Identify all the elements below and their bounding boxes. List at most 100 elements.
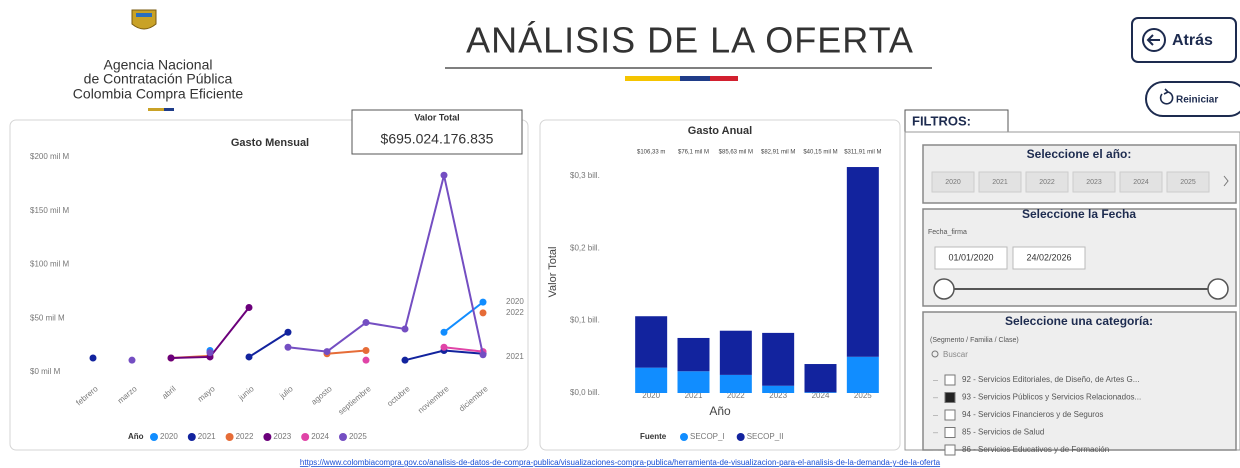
total-label: $40,15 mil M [803, 150, 837, 156]
year-option[interactable]: 2021 [992, 179, 1008, 186]
category-item[interactable]: 94 - Servicios Financieros y de Seguros [962, 410, 1103, 419]
category-item[interactable]: 86 - Servicios Educativos y de Formación [962, 445, 1109, 454]
x-axis-title: Año [709, 404, 731, 418]
data-point [362, 356, 370, 364]
x-tick-label: 2022 [727, 391, 745, 400]
data-point [440, 328, 448, 336]
checkbox[interactable] [944, 392, 956, 403]
data-point [323, 348, 331, 356]
year-button[interactable] [1025, 171, 1069, 193]
data-point [89, 354, 97, 362]
legend-marker [150, 433, 158, 441]
bar-segment [804, 392, 837, 393]
legend-label: 2022 [236, 432, 254, 441]
total-label: $76,1 mil M [678, 150, 709, 156]
category-item[interactable]: 85 - Servicios de Salud [962, 428, 1044, 437]
footer-link[interactable]: https://www.colombiacompra.gov.co/analis… [300, 458, 941, 467]
x-tick-label: 2025 [854, 391, 872, 400]
year-button[interactable] [931, 171, 975, 193]
bar-segment [762, 332, 795, 386]
expand-icon: – [933, 374, 938, 384]
line-panel [9, 119, 529, 451]
slider-handle[interactable] [933, 278, 955, 300]
date-start[interactable]: 01/01/2020 [948, 252, 993, 262]
data-point [362, 319, 370, 327]
y-tick-label: $200 mil M [30, 152, 69, 161]
series-line [443, 301, 484, 334]
legend-label: 2021 [198, 432, 216, 441]
filter-hint: (Segmento / Familia / Clase) [930, 337, 1019, 344]
date-input[interactable] [934, 246, 1008, 270]
filter-title: Seleccione la Fecha [1022, 207, 1136, 221]
legend-marker [263, 433, 272, 441]
year-button[interactable] [1166, 171, 1210, 193]
checkbox[interactable] [944, 444, 956, 456]
total-label: $82,91 mil M [761, 150, 795, 156]
bar-panel [539, 119, 901, 451]
legend-label: SECOP_II [747, 432, 784, 441]
legend-marker [225, 433, 234, 441]
flag-stripe [710, 76, 738, 81]
data-point [284, 343, 292, 351]
button-label[interactable]: Reiniciar [1176, 95, 1218, 106]
chart-title: Gasto Mensual [231, 137, 309, 149]
legend-title: Fuente [640, 432, 667, 441]
expand-icon: – [933, 409, 938, 419]
checkbox[interactable] [944, 427, 956, 438]
slider-handle[interactable] [1207, 278, 1229, 300]
bar-segment [635, 316, 668, 368]
data-point [479, 309, 487, 317]
y-tick-label: $0,2 bill. [570, 243, 600, 252]
expand-icon: – [933, 392, 938, 402]
category-filter [922, 311, 1237, 451]
legend-marker [736, 433, 745, 441]
year-option[interactable]: 2025 [1180, 179, 1196, 186]
search-box[interactable]: Buscar [943, 350, 968, 359]
data-point [479, 298, 487, 306]
kpi-card [351, 109, 523, 155]
year-option[interactable]: 2022 [1039, 179, 1055, 186]
x-tick-label: 2023 [769, 391, 787, 400]
field-label: Fecha_firma [928, 229, 967, 236]
y-tick-label: $0 mil M [30, 367, 61, 376]
date-input[interactable] [1012, 246, 1086, 270]
page-title: ANÁLISIS DE LA OFERTA [466, 20, 914, 61]
x-tick-label: 2021 [685, 391, 703, 400]
legend-label: 2024 [311, 432, 329, 441]
year-option[interactable]: 2024 [1133, 179, 1149, 186]
scroll-arrow[interactable] [1223, 175, 1229, 187]
logo [131, 9, 174, 111]
legend-label: 2025 [349, 432, 367, 441]
series-line [443, 346, 484, 353]
year-option[interactable]: 2023 [1086, 179, 1102, 186]
category-item[interactable]: 93 - Servicios Públicos y Servicios Rela… [962, 393, 1141, 402]
date-end[interactable]: 24/02/2026 [1026, 252, 1071, 262]
y-tick-label: $50 mil M [30, 313, 65, 322]
category-item[interactable]: 92 - Servicios Editoriales, de Diseño, d… [962, 375, 1139, 384]
year-button[interactable] [1119, 171, 1163, 193]
bar-segment [804, 364, 837, 393]
y-tick-label: $0,0 bill. [570, 388, 600, 397]
legend-marker [301, 433, 310, 441]
data-point [245, 353, 253, 361]
bar-segment [846, 356, 879, 393]
kpi-value: $695.024.176.835 [381, 131, 494, 147]
year-button[interactable] [978, 171, 1022, 193]
reset-button[interactable]: Reiniciar [1145, 81, 1240, 117]
checkbox[interactable] [944, 409, 956, 421]
back-button[interactable]: Atrás [1131, 17, 1237, 63]
y-tick-label: $0,3 bill. [570, 171, 600, 180]
button-label[interactable]: Atrás [1172, 32, 1213, 49]
total-label: $311,91 mil M [844, 150, 881, 156]
data-point [167, 354, 175, 362]
year-option[interactable]: 2020 [945, 179, 961, 186]
checkbox[interactable] [944, 374, 956, 386]
expand-icon: – [933, 427, 938, 437]
year-button[interactable] [1072, 171, 1116, 193]
legend-marker [338, 433, 347, 441]
y-axis-title: Valor Total [547, 247, 559, 298]
x-tick-label: 2024 [812, 391, 830, 400]
flag-stripe [625, 76, 680, 81]
bar-segment [762, 385, 795, 393]
